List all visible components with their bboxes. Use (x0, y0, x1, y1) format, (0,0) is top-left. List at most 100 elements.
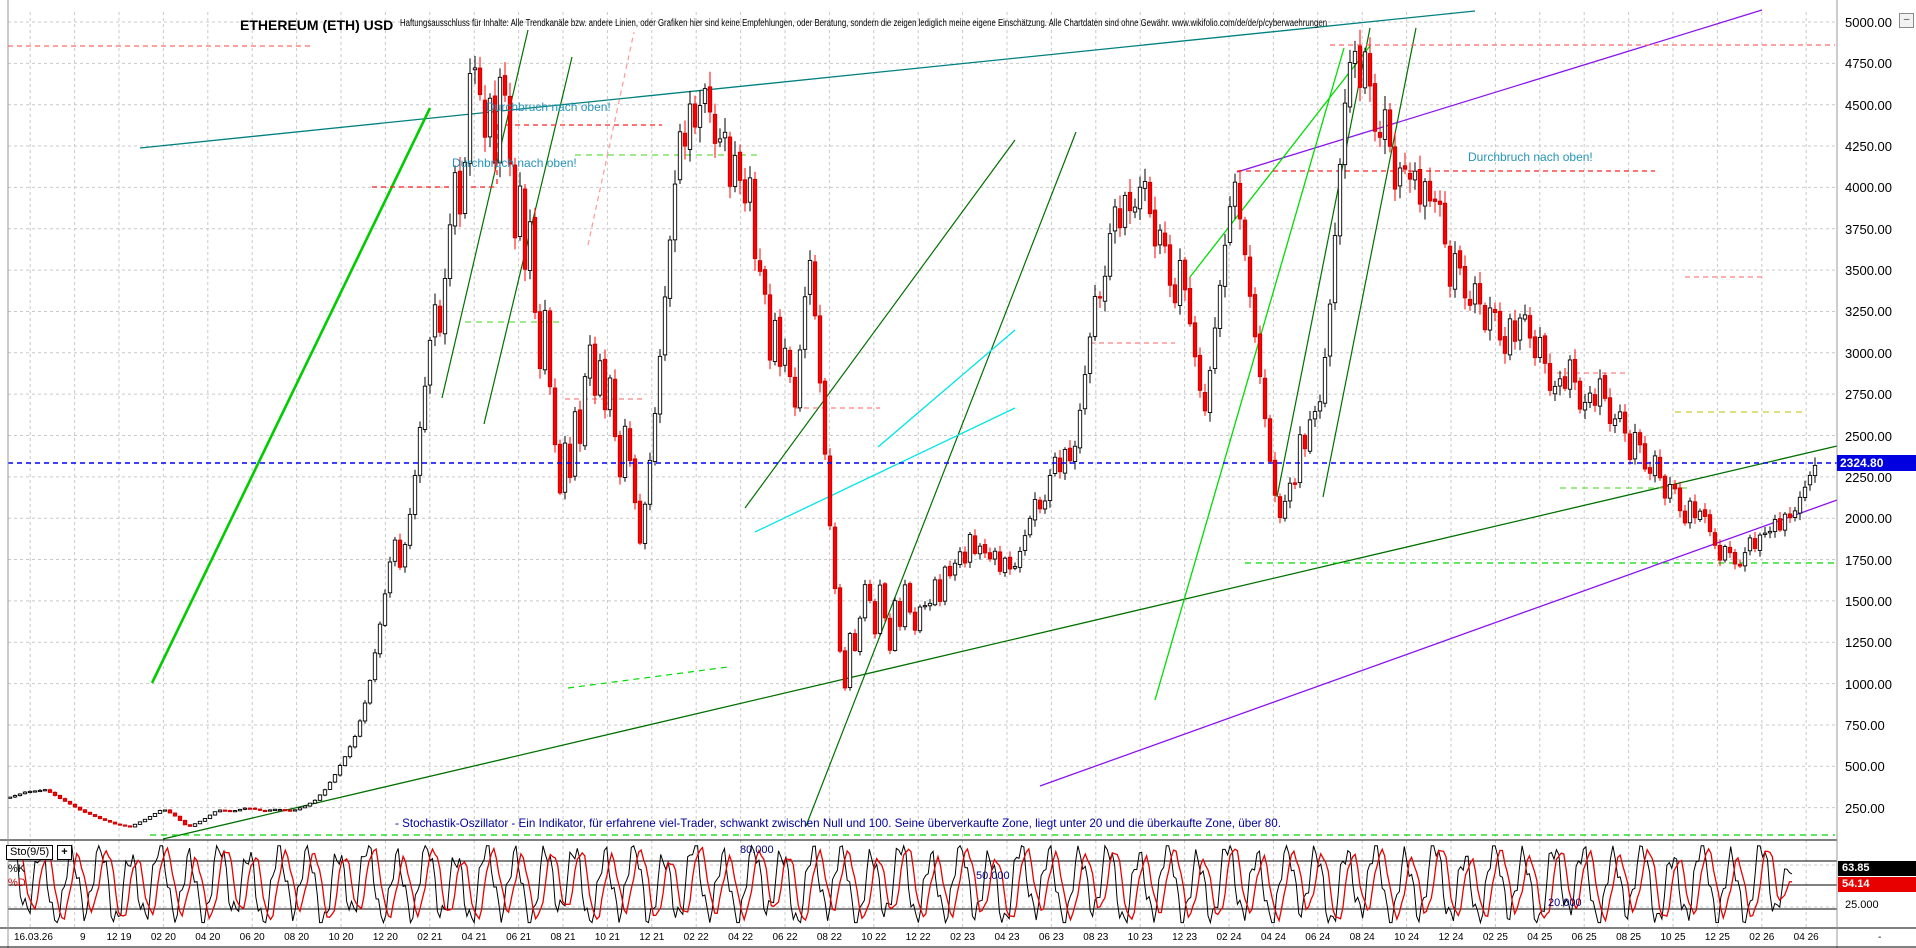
oscillator-level-label: 50.000 (976, 870, 1010, 882)
date-axis-label: 02 21 (417, 932, 443, 943)
stochastic-d-curve (8, 846, 1793, 923)
oscillator-level-label: 20.000 (1548, 897, 1582, 909)
date-axis-label: 02 25 (1482, 932, 1508, 943)
price-axis-label: 1000.00 (1845, 676, 1892, 692)
date-axis-label: 04 22 (728, 932, 754, 943)
chart-title: ETHEREUM (ETH) USD (240, 17, 394, 33)
date-axis-label: - (1878, 932, 1882, 943)
date-axis-label: 04 23 (994, 932, 1020, 943)
date-axis-label: 10 23 (1127, 932, 1153, 943)
date-axis-label: 06 20 (239, 932, 265, 943)
date-axis-label: 12 19 (106, 932, 132, 943)
price-axis-label: 1250.00 (1845, 635, 1892, 651)
date-axis-label: 10 22 (861, 932, 887, 943)
oscillator-level-label: 80.000 (740, 844, 774, 856)
oscillator-description: - Stochastik-Oszillator - Ein Indikator,… (395, 816, 1281, 830)
green-dashed-diagonal (567, 666, 729, 689)
darkgreen-longterm-support (162, 445, 1838, 840)
date-axis-label: 08 22 (816, 932, 842, 943)
percent-d-value-badge: 54.14 (1838, 877, 1916, 892)
date-axis-label: 10 21 (594, 932, 620, 943)
darkgreen-2025-channel-a (1276, 27, 1371, 498)
add-indicator-button[interactable]: + (57, 845, 72, 860)
price-axis-label: 750.00 (1845, 717, 1885, 733)
date-axis-label: 08 21 (550, 932, 576, 943)
current-price-badge: 2324.80 (1837, 455, 1916, 471)
date-axis-label: 02 22 (683, 932, 709, 943)
date-axis-label: 06 23 (1038, 932, 1064, 943)
green-right-trend-a (1189, 45, 1371, 278)
breakout-annotation: Durchbruch nach oben! (452, 156, 577, 170)
date-axis-label: 02 26 (1749, 932, 1775, 943)
date-axis-label: 04 21 (461, 932, 487, 943)
price-axis-label: 4250.00 (1845, 139, 1892, 155)
green-right-trend-b (1154, 47, 1345, 701)
purple-lower-support (1039, 499, 1838, 787)
darkgreen-2025-channel-b (1322, 27, 1417, 498)
date-axis-label: 12 21 (639, 932, 665, 943)
price-axis-label: 3500.00 (1845, 263, 1892, 279)
price-axis-label: 2000.00 (1845, 511, 1892, 527)
breakout-annotation: Durchbruch nach oben! (1468, 150, 1593, 164)
candlestick-series (7, 29, 1818, 828)
oscillator-scale-25: 25.000 (1845, 899, 1879, 911)
breakout-annotation: Durchbruch nach oben! (486, 100, 611, 114)
date-axis-label: 06 24 (1305, 932, 1331, 943)
date-axis-label: 12 20 (372, 932, 398, 943)
date-axis-label: 08 20 (284, 932, 310, 943)
price-axis-label: 4750.00 (1845, 56, 1892, 72)
date-axis-label: 12 25 (1704, 932, 1730, 943)
date-axis-label: 10 20 (328, 932, 354, 943)
stochastic-k-curve (7, 843, 1793, 925)
price-axis-label: 3000.00 (1845, 345, 1892, 361)
date-axis-label: 10 25 (1660, 932, 1686, 943)
disclaimer-text: Haftungsausschluss für Inhalte: Alle Tre… (400, 18, 1328, 29)
price-axis-label: 250.00 (1845, 800, 1885, 816)
percent-k-value-badge: 63.85 (1838, 861, 1916, 876)
percent-d-label: %D (8, 877, 26, 889)
price-axis-label: 1500.00 (1845, 593, 1892, 609)
price-axis-label: 4500.00 (1845, 97, 1892, 113)
date-axis-label: 02 23 (950, 932, 976, 943)
date-axis-label: 06 25 (1571, 932, 1597, 943)
date-axis-label: 02 24 (1216, 932, 1242, 943)
price-axis-label: 4000.00 (1845, 180, 1892, 196)
date-axis-label: 08 23 (1083, 932, 1109, 943)
date-axis-label: 16.03.26 (14, 932, 53, 943)
date-axis-label: 08 25 (1616, 932, 1642, 943)
price-axis-label: 3250.00 (1845, 304, 1892, 320)
collapse-panel-icon[interactable]: – (1899, 13, 1914, 28)
date-axis-label: 12 24 (1438, 932, 1464, 943)
date-axis-label: 10 24 (1394, 932, 1420, 943)
cyan-channel-b (877, 329, 1016, 448)
purple-upper-trend (1236, 9, 1763, 173)
date-axis-label: 06 22 (772, 932, 798, 943)
date-axis-label: 9 (80, 932, 86, 943)
price-axis-label: 500.00 (1845, 759, 1885, 775)
date-axis-label: 08 24 (1349, 932, 1375, 943)
price-axis-label: 3750.00 (1845, 221, 1892, 237)
price-axis-label: 2500.00 (1845, 428, 1892, 444)
green-2020-runup (150, 107, 432, 684)
red-diagonal-marker (587, 31, 635, 246)
teal-long-uptrend (139, 10, 1476, 149)
darkgreen-2021-channel-a (441, 29, 529, 399)
date-axis-label: 06 21 (506, 932, 532, 943)
date-axis-label: 04 25 (1527, 932, 1553, 943)
date-axis-label: 02 20 (150, 932, 176, 943)
darkgreen-mid-channel-b (805, 131, 1077, 827)
date-axis-label: 12 23 (1172, 932, 1198, 943)
date-axis-label: 12 22 (905, 932, 931, 943)
price-axis-label: 2750.00 (1845, 387, 1892, 403)
price-axis-label: 5000.00 (1845, 15, 1892, 30)
price-axis-label: 2250.00 (1845, 469, 1892, 485)
price-axis-label: 1750.00 (1845, 552, 1892, 568)
date-axis-label: 04 20 (195, 932, 221, 943)
cyan-channel-a (754, 407, 1016, 533)
stochastic-indicator-label[interactable]: Sto(9/5) (6, 845, 54, 860)
percent-k-label: %K (8, 863, 26, 875)
date-axis-label: 04 24 (1260, 932, 1286, 943)
